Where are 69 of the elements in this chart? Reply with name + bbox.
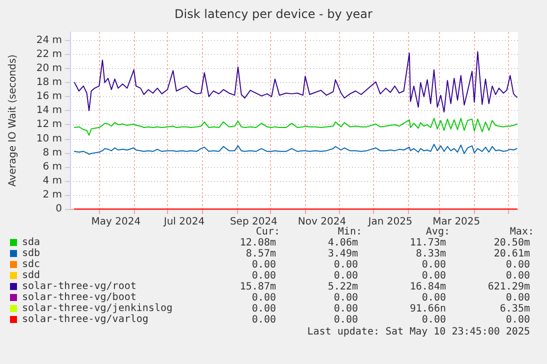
- legend-label: solar-three-vg/jenkinslog: [22, 303, 173, 314]
- y-tick-label: 16 m: [36, 91, 62, 102]
- text: Max:: [510, 226, 534, 238]
- text: 8.57m: [246, 248, 276, 260]
- text: 4.06m: [328, 238, 358, 248]
- text: 12.08m: [240, 238, 276, 248]
- text: 0.00: [252, 270, 276, 282]
- legend-label: solar-three-vg/varlog: [22, 314, 148, 325]
- x-tick-label: Sep 2024: [230, 216, 278, 228]
- text: 0.00: [422, 270, 446, 282]
- x-tick-label: Jan 2025: [367, 216, 412, 228]
- text: Min:: [338, 226, 362, 238]
- text: 0.00: [252, 292, 276, 304]
- text: 0.00: [334, 314, 358, 326]
- x-tick-label: May 2024: [91, 216, 141, 228]
- text: 20.50m: [494, 238, 530, 248]
- y-tick-label: 10 m: [36, 133, 62, 144]
- text: 6.35m: [500, 304, 530, 314]
- legend-label: sda: [22, 237, 40, 248]
- text: 0.00: [506, 292, 530, 304]
- text: 0.00: [252, 304, 276, 314]
- text: 0.00: [506, 314, 530, 326]
- text: 0.00: [252, 260, 276, 270]
- text: Avg:: [426, 226, 450, 238]
- line-series: [74, 144, 518, 155]
- text: 3.49m: [328, 248, 358, 260]
- text: 0.00: [334, 270, 358, 282]
- text: 621.29m: [488, 282, 530, 292]
- text: 16.84m: [410, 282, 446, 292]
- line-series: [74, 51, 518, 113]
- y-tick-label: 0: [56, 204, 62, 214]
- y-tick-label: 8 m: [42, 147, 62, 158]
- text: Cur:: [256, 226, 280, 238]
- y-tick-label: 14 m: [36, 105, 62, 116]
- y-tick-label: 12 m: [36, 119, 62, 130]
- legend-label: solar-three-vg/root: [22, 281, 136, 292]
- text: 20.61m: [494, 248, 530, 260]
- text: 0.00: [506, 260, 530, 270]
- text: 8.33m: [416, 248, 446, 260]
- y-tick-label: 20 m: [36, 63, 62, 74]
- text: 15.87m: [240, 282, 276, 292]
- text: 11.73m: [410, 238, 446, 248]
- text: 0.00: [506, 270, 530, 282]
- x-tick-label: Mar 2025: [432, 216, 480, 228]
- y-axis-title: Average IO Wait (seconds): [8, 54, 18, 187]
- legend-label: sdc: [22, 259, 40, 270]
- text: 0.00: [252, 314, 276, 326]
- text: 91.66n: [410, 304, 446, 314]
- text: 5.22m: [328, 282, 358, 292]
- y-tick-label: 6 m: [42, 161, 62, 172]
- text: 0.00: [334, 260, 358, 270]
- x-tick-label: Nov 2024: [298, 216, 346, 228]
- text: 0.00: [334, 292, 358, 304]
- y-tick-label: 4 m: [42, 175, 62, 186]
- text: 0.00: [334, 304, 358, 314]
- text: Last update: Sat May 10 23:45:00 2025: [307, 326, 530, 338]
- x-tick-label: Jul 2024: [162, 216, 205, 228]
- legend-label: solar-three-vg/boot: [22, 292, 136, 303]
- y-tick-label: 22 m: [36, 48, 62, 60]
- y-tick-label: 18 m: [36, 77, 62, 88]
- legend-label: sdb: [22, 248, 40, 259]
- legend-label: sdd: [22, 270, 40, 281]
- line-series: [74, 118, 518, 136]
- text: 0.00: [422, 292, 446, 304]
- text: 0.00: [422, 314, 446, 326]
- y-tick-label: 2 m: [42, 189, 62, 200]
- chart-title: Disk latency per device - by year: [174, 7, 373, 21]
- y-tick-label: 24 m: [36, 34, 62, 46]
- text: 0.00: [422, 260, 446, 270]
